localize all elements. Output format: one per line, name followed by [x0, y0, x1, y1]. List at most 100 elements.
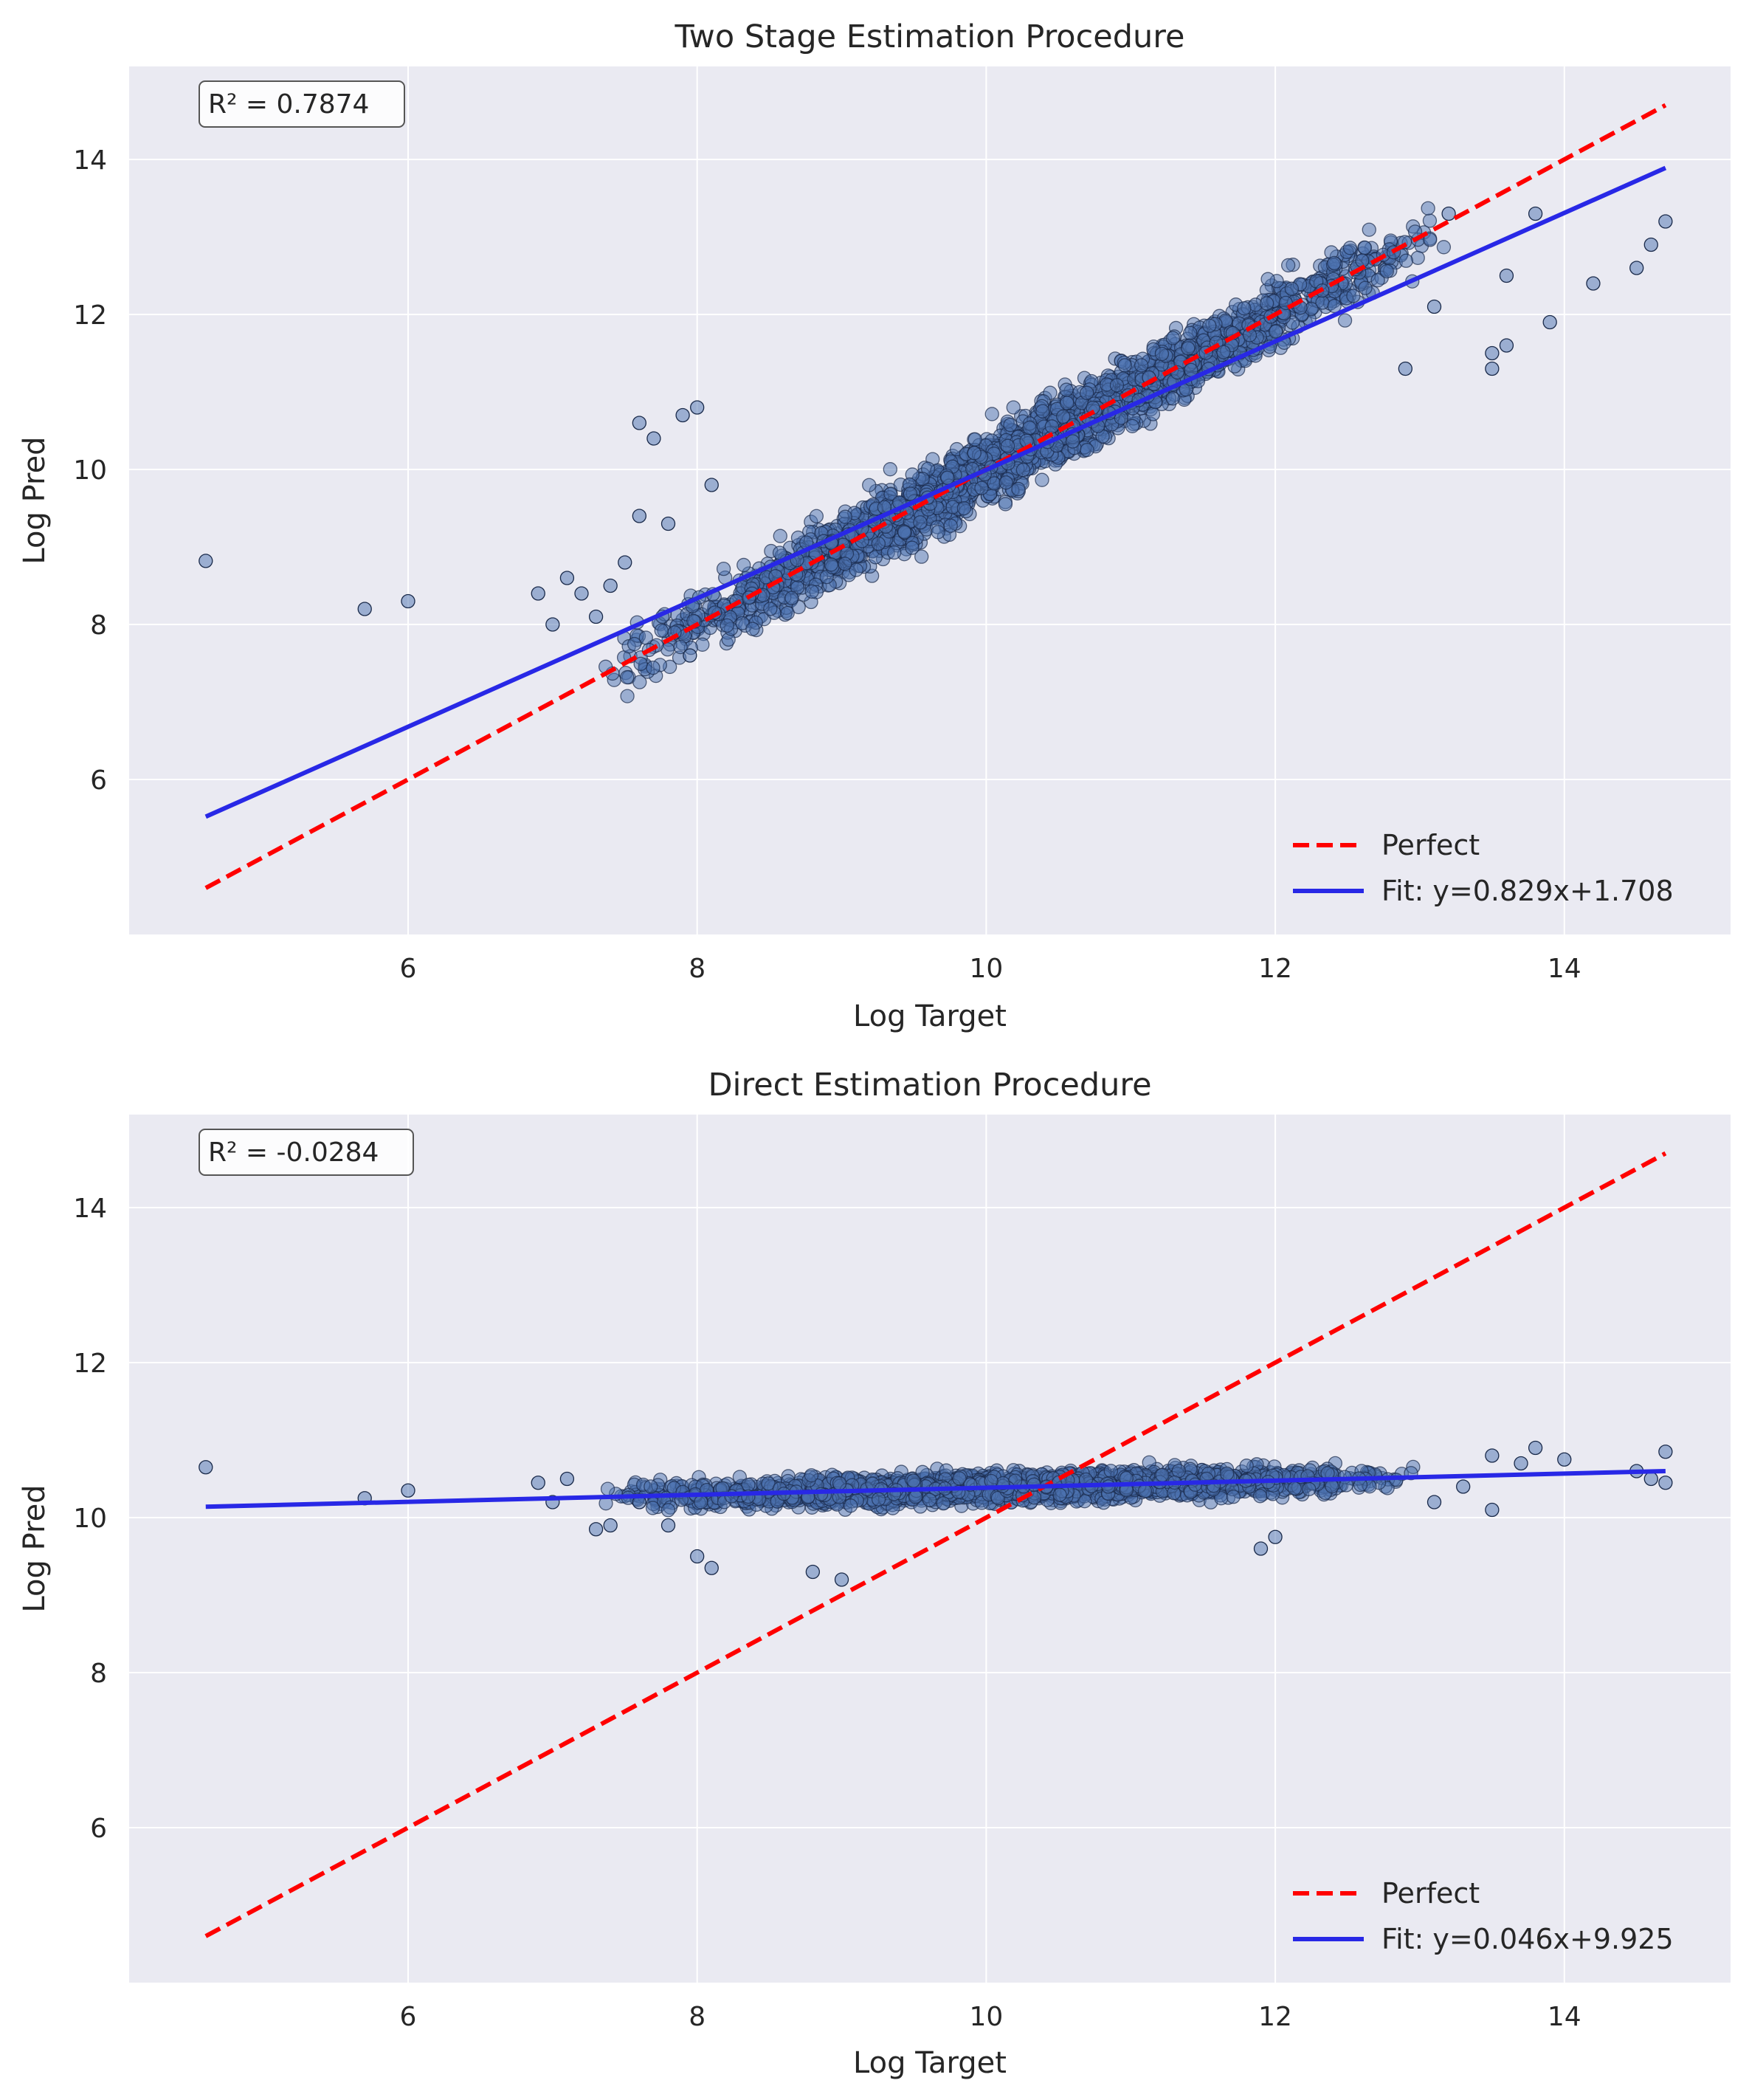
data-point [1165, 391, 1180, 406]
data-point [401, 593, 415, 609]
data-point [736, 557, 751, 573]
data-point [1165, 331, 1181, 345]
data-point [1436, 240, 1452, 255]
data-point [1327, 255, 1342, 271]
chart-title: Two Stage Estimation Procedure [675, 18, 1185, 55]
data-point [1499, 338, 1514, 353]
data-point [1022, 420, 1037, 436]
r2-annotation-box: R² = 0.7874 [199, 80, 405, 128]
data-point [675, 407, 690, 423]
data-point [940, 470, 955, 485]
data-point [1398, 361, 1412, 376]
data-point [1154, 346, 1170, 362]
data-point [1629, 261, 1644, 275]
data-point [531, 586, 545, 601]
data-point [763, 602, 778, 616]
data-point [720, 618, 734, 633]
data-point [1379, 264, 1394, 279]
r2-annotation: R² = 0.7874 [208, 89, 369, 120]
data-point [1410, 250, 1425, 266]
data-point [967, 432, 982, 447]
data-point [883, 462, 897, 477]
data-point [967, 446, 982, 461]
data-point [1337, 313, 1353, 328]
y-axis-label: Log Pred [18, 436, 52, 564]
data-point [1358, 280, 1373, 295]
data-point [824, 557, 838, 572]
data-point [1421, 201, 1435, 216]
data-point [1643, 237, 1658, 252]
data-point [1237, 301, 1252, 316]
data-point [704, 478, 719, 492]
data-point [633, 656, 648, 672]
data-point [1355, 253, 1370, 268]
data-point [1000, 438, 1015, 453]
data-point [974, 481, 989, 495]
data-point [1003, 417, 1018, 433]
data-point [905, 540, 920, 555]
data-point [1117, 358, 1132, 373]
data-point [1015, 463, 1031, 478]
data-point [545, 617, 560, 632]
data-point [1134, 358, 1149, 373]
data-point [588, 609, 604, 624]
data-point [784, 591, 799, 605]
data-point [914, 549, 929, 564]
data-point [883, 486, 898, 501]
y-tick-label: 12 [73, 300, 107, 331]
data-point [1485, 361, 1500, 376]
data-point [1260, 272, 1275, 286]
data-point [654, 623, 669, 638]
data-point [1362, 222, 1376, 237]
data-point [1485, 345, 1500, 361]
data-point [1370, 273, 1385, 288]
data-point [931, 525, 945, 540]
data-point [357, 602, 372, 616]
data-point [620, 689, 635, 703]
y-tick-label: 14 [73, 145, 107, 176]
data-point [1658, 214, 1673, 229]
x-tick-label: 6 [400, 954, 417, 984]
data-point [1011, 481, 1026, 497]
data-point [620, 669, 635, 685]
x-tick-label: 12 [1258, 954, 1292, 984]
data-point [1109, 378, 1125, 393]
x-tick-label: 8 [689, 954, 706, 984]
data-point [838, 509, 852, 524]
data-point [1125, 419, 1139, 433]
data-point [1065, 434, 1080, 449]
data-point [1423, 233, 1438, 247]
data-point [838, 557, 852, 571]
data-point [1183, 326, 1198, 340]
x-tick-label: 14 [1548, 954, 1581, 984]
data-point [1327, 298, 1342, 314]
data-point [903, 486, 918, 501]
data-point [1346, 289, 1361, 303]
data-point [660, 516, 676, 531]
data-point [716, 561, 731, 576]
data-point [1357, 240, 1373, 255]
data-point [1202, 318, 1217, 333]
data-point [913, 515, 928, 530]
data-point [559, 571, 575, 585]
data-point [574, 586, 589, 601]
data-point [1398, 253, 1414, 268]
data-point [956, 500, 971, 516]
y-tick-label: 8 [90, 610, 107, 641]
data-point [632, 509, 646, 523]
data-point [1080, 385, 1094, 400]
data-point [1284, 281, 1299, 296]
y-tick-label: 10 [73, 455, 107, 486]
data-point [632, 416, 646, 430]
data-point [1259, 296, 1274, 311]
data-point [1499, 268, 1514, 283]
data-point [849, 562, 863, 577]
data-point [1422, 213, 1438, 228]
y-tick-label: 6 [90, 765, 107, 796]
data-point [1145, 407, 1161, 421]
data-point [1035, 404, 1050, 419]
data-point [603, 578, 618, 593]
data-point [943, 518, 958, 533]
